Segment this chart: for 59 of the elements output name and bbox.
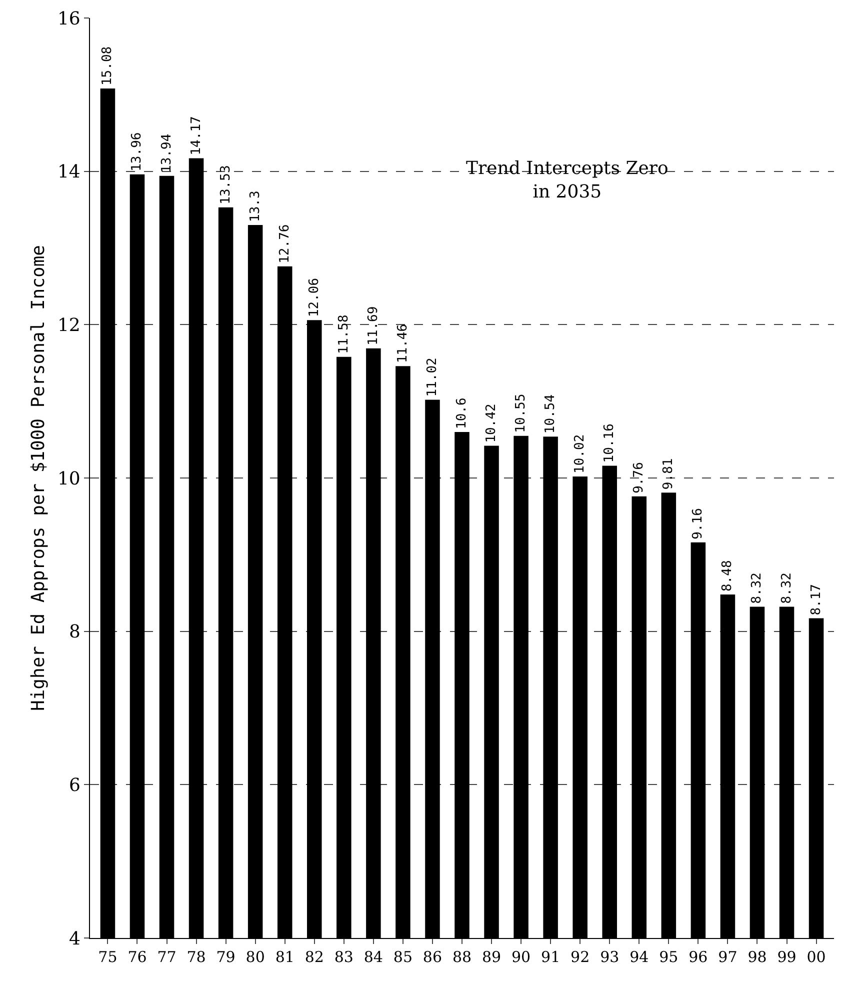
- data-label: 12.76: [277, 224, 292, 264]
- data-label: 13.94: [159, 134, 174, 173]
- data-label: 11.69: [366, 306, 381, 346]
- x-tick-label: 92: [570, 948, 590, 966]
- data-label: 13.96: [130, 132, 145, 172]
- data-label: 8.32: [779, 572, 794, 604]
- data-label: 10.02: [572, 434, 588, 474]
- annotation: Trend Intercepts Zero in 2035: [466, 158, 668, 202]
- x-tick-label: 80: [246, 948, 265, 966]
- x-tick-label: 91: [541, 948, 560, 966]
- data-label: 11.58: [336, 314, 352, 354]
- x-tick-label: 76: [128, 948, 147, 966]
- data-label: 9.81: [661, 458, 676, 490]
- data-label: 10.6: [454, 398, 470, 429]
- data-label: 14.17: [188, 116, 204, 156]
- x-tick-label: 82: [304, 948, 324, 966]
- y-tick-label: 8: [68, 622, 80, 643]
- x-tick-label: 86: [422, 948, 442, 966]
- x-tick-label: 93: [600, 948, 620, 966]
- x-tick-label: 83: [334, 948, 354, 966]
- data-label: 10.54: [543, 394, 558, 434]
- y-tick-label: 4: [68, 928, 80, 950]
- x-tick-label: 85: [393, 948, 412, 966]
- x-tick-label: 00: [806, 948, 826, 966]
- y-axis-title: Higher Ed Approps per $1000 Personal Income: [28, 245, 49, 711]
- y-tick-label: 14: [57, 162, 80, 183]
- x-tick-label: 75: [98, 948, 118, 966]
- data-label: 10.16: [602, 424, 618, 463]
- x-tick-label: 81: [275, 948, 294, 966]
- data-label: 10.42: [484, 404, 500, 443]
- x-tick-label: 78: [186, 948, 206, 966]
- x-tick-label: 97: [718, 948, 738, 966]
- x-tick-label: 95: [659, 948, 678, 966]
- x-tick-label: 77: [157, 948, 176, 966]
- y-tick-label: 16: [57, 8, 80, 30]
- y-tick-label: 12: [57, 314, 80, 336]
- x-tick-label: 84: [364, 948, 383, 966]
- data-label: 11.02: [424, 358, 440, 397]
- data-label: 8.48: [720, 560, 736, 592]
- data-label: 11.46: [395, 324, 410, 364]
- x-tick-label: 94: [630, 948, 649, 966]
- data-label: 12.06: [306, 278, 322, 318]
- data-label: 9.16: [690, 508, 706, 540]
- data-label: 8.32: [750, 572, 765, 604]
- data-label: 13.53: [218, 165, 234, 204]
- x-tick-label: 99: [777, 948, 796, 966]
- x-tick-label: 96: [688, 948, 708, 966]
- y-tick-label: 6: [68, 774, 80, 796]
- data-label: 8.17: [808, 584, 824, 616]
- data-label: 9.76: [632, 462, 647, 494]
- x-tick-label: 90: [512, 948, 531, 966]
- data-label: 13.3: [248, 190, 263, 222]
- data-label: 15.08: [100, 46, 116, 86]
- x-tick-label: 98: [748, 948, 767, 966]
- data-label: 10.55: [514, 394, 529, 433]
- x-tick-label: 88: [452, 948, 472, 966]
- x-tick-label: 89: [482, 948, 502, 966]
- y-tick-label: 10: [57, 468, 80, 490]
- x-tick-label: 79: [216, 948, 236, 966]
